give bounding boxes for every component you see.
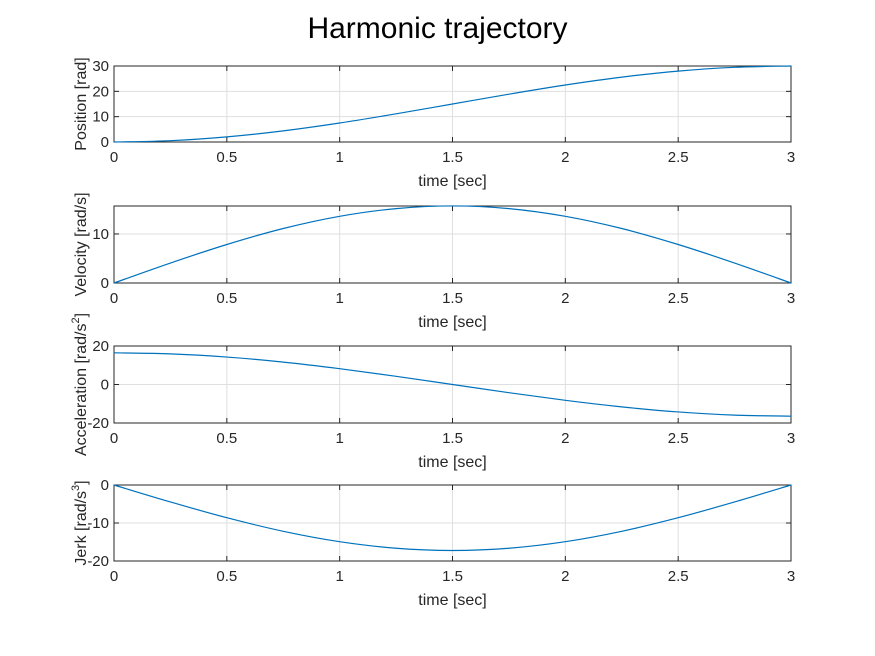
x-tick-label: 1	[335, 568, 343, 585]
series-line	[113, 352, 792, 417]
x-tick-label: 0.5	[216, 290, 237, 307]
x-tick-label: 2	[561, 430, 569, 447]
x-tick-label: 1.5	[442, 149, 463, 166]
x-tick-label: 0	[110, 290, 118, 307]
y-axis-label-superscript: 2	[70, 317, 82, 323]
y-tick-label: -10	[87, 515, 109, 532]
series-line	[113, 205, 792, 284]
y-tick-label: 10	[92, 109, 109, 126]
x-tick-label: 3	[787, 290, 795, 307]
y-axis-label-text: Acceleration [rad/s	[73, 324, 90, 457]
y-axis-label: Acceleration [rad/s2]	[70, 313, 90, 456]
x-tick-label: 2.5	[668, 290, 689, 307]
y-tick-label: -20	[87, 415, 109, 432]
x-tick-label: 1	[335, 430, 343, 447]
x-tick-label: 3	[787, 568, 795, 585]
x-axis-label: time [sec]	[418, 454, 486, 471]
x-tick-label: 0	[110, 568, 118, 585]
y-axis-label: Jerk [rad/s3]	[70, 480, 90, 565]
x-tick-label: 1.5	[442, 568, 463, 585]
y-axis-label-suffix: ]	[73, 480, 90, 484]
x-axis-label: time [sec]	[418, 173, 486, 190]
x-axis-label: time [sec]	[418, 314, 486, 331]
y-tick-label: 0	[101, 134, 109, 151]
subplot-2: 0 0.5 1 1.5 2 2.5 3 0 10 time [sec] Velocity [rad/…	[73, 192, 795, 331]
y-tick-label: 10	[92, 226, 109, 243]
figure-title: Harmonic trajectory	[307, 12, 568, 45]
y-tick-label: -20	[87, 553, 109, 570]
y-tick-label: 20	[92, 338, 109, 355]
y-axis-label: Velocity [rad/s]	[73, 192, 90, 296]
y-axis-label-text: Position [rad]	[73, 57, 90, 150]
x-tick-label: 1.5	[442, 430, 463, 447]
x-tick-label: 3	[787, 430, 795, 447]
y-tick-label: 20	[92, 83, 109, 100]
x-tick-label: 0	[110, 430, 118, 447]
y-tick-label: 0	[101, 377, 109, 394]
subplot-4: 0 0.5 1 1.5 2 2.5 3 -20 -10 0 time [sec] Jerk [rad/…	[70, 477, 795, 609]
series-line	[113, 484, 792, 552]
x-tick-label: 1	[335, 290, 343, 307]
x-tick-label: 0	[110, 149, 118, 166]
y-axis-label-superscript: 3	[70, 485, 82, 491]
x-tick-label: 0.5	[216, 430, 237, 447]
series-line	[113, 65, 792, 143]
y-tick-label: 0	[101, 275, 109, 292]
x-tick-label: 2	[561, 568, 569, 585]
y-axis-label-suffix: ]	[73, 313, 90, 317]
y-axis-label-text: Velocity [rad/s]	[73, 192, 90, 296]
x-tick-label: 0.5	[216, 568, 237, 585]
x-tick-label: 1.5	[442, 290, 463, 307]
x-tick-label: 2.5	[668, 568, 689, 585]
x-axis-label: time [sec]	[418, 592, 486, 609]
y-tick-label: 0	[101, 477, 109, 494]
x-tick-label: 2	[561, 290, 569, 307]
x-tick-label: 2.5	[668, 149, 689, 166]
x-tick-label: 2.5	[668, 430, 689, 447]
y-axis-label-text: Jerk [rad/s	[73, 491, 90, 566]
y-axis-label: Position [rad]	[73, 57, 90, 150]
x-tick-label: 2	[561, 149, 569, 166]
x-tick-label: 0.5	[216, 149, 237, 166]
x-tick-label: 1	[335, 149, 343, 166]
x-tick-label: 3	[787, 149, 795, 166]
y-tick-label: 30	[92, 58, 109, 75]
